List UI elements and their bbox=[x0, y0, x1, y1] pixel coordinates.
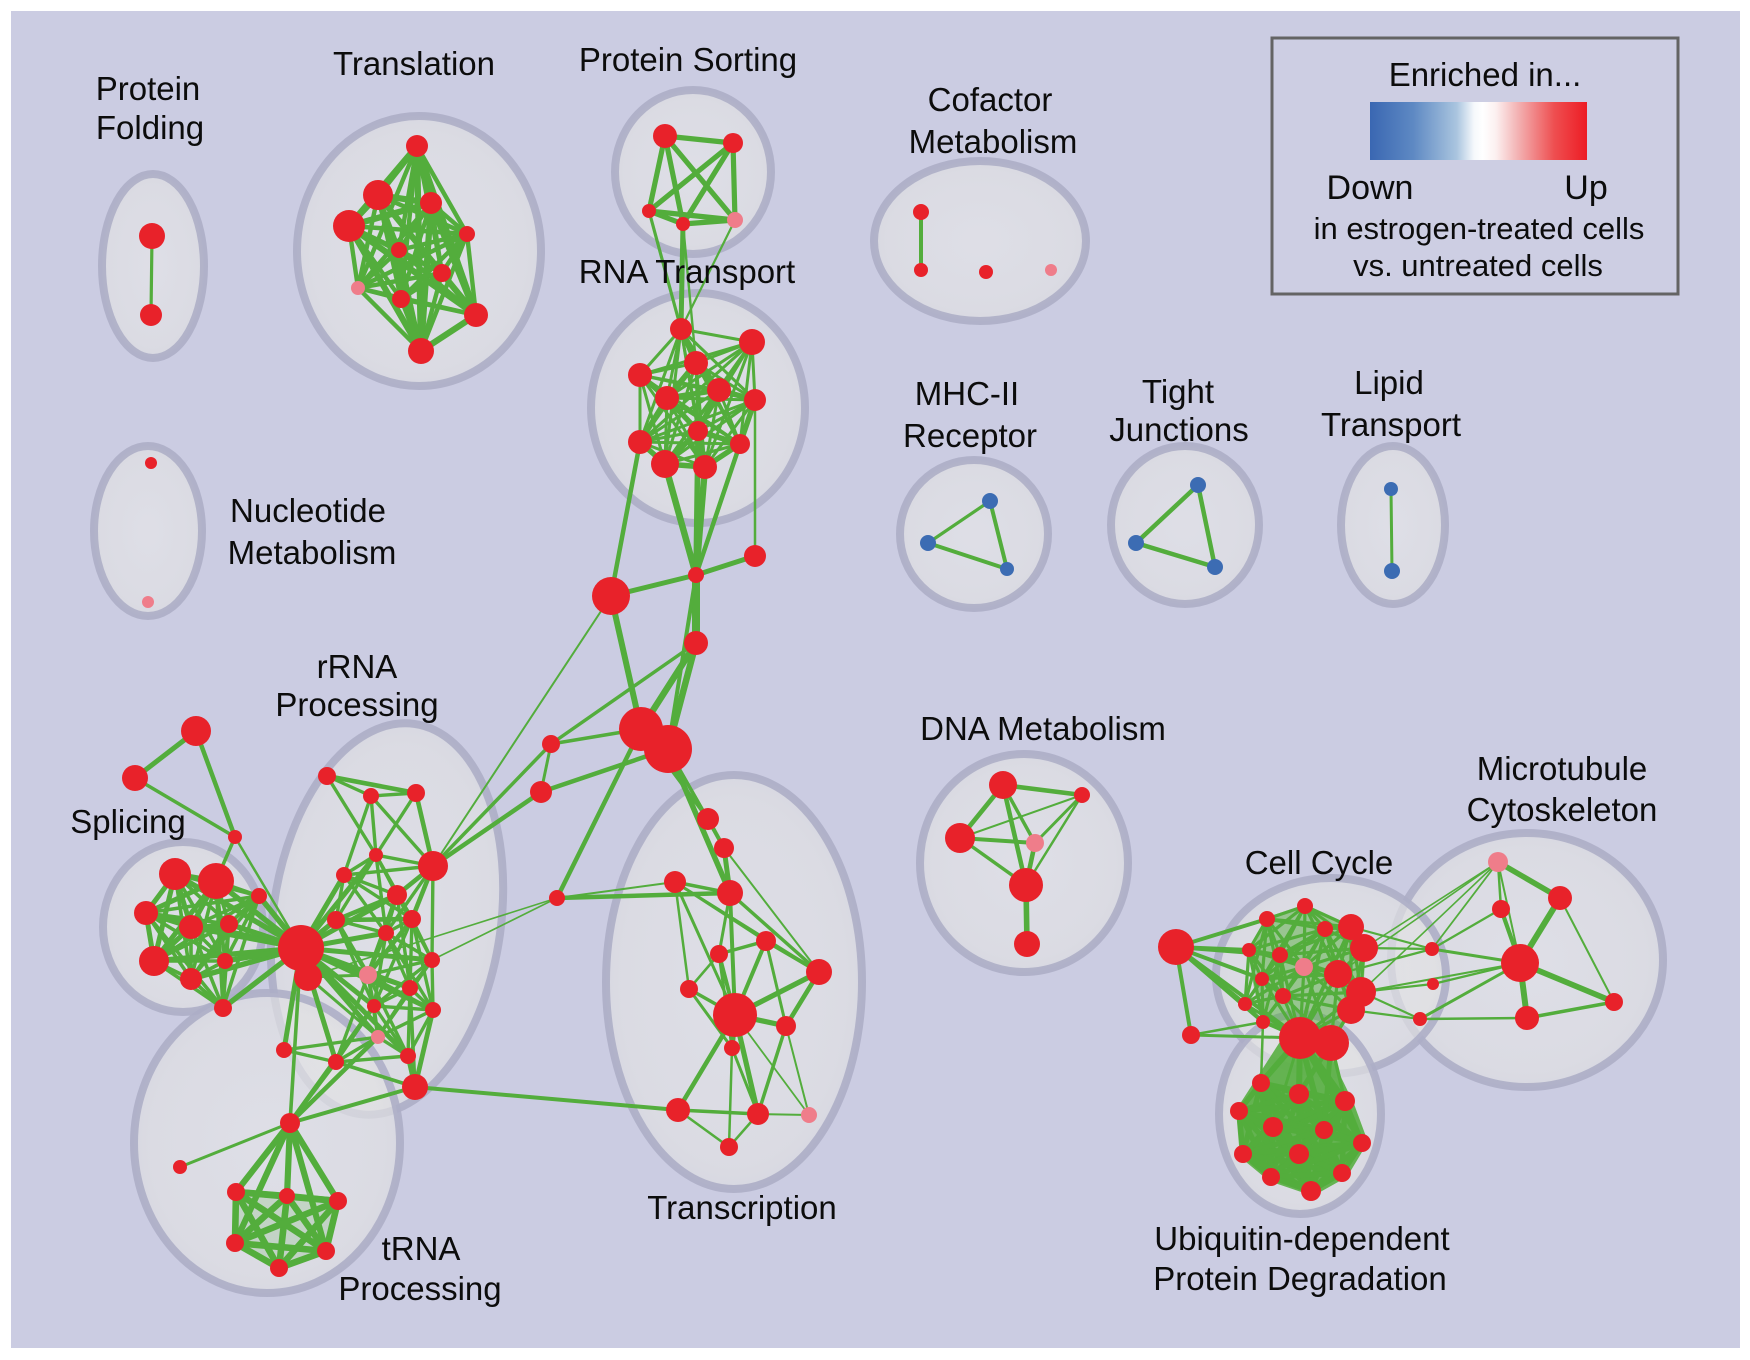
svg-text:Ubiquitin-dependent: Ubiquitin-dependent bbox=[1154, 1220, 1449, 1257]
svg-text:Protein: Protein bbox=[96, 70, 201, 107]
svg-text:Cofactor: Cofactor bbox=[928, 81, 1053, 118]
svg-text:Translation: Translation bbox=[333, 45, 495, 82]
svg-text:Metabolism: Metabolism bbox=[909, 123, 1078, 160]
svg-text:Enriched in...: Enriched in... bbox=[1389, 56, 1582, 93]
svg-text:Junctions: Junctions bbox=[1109, 411, 1248, 448]
svg-text:Transcription: Transcription bbox=[647, 1189, 837, 1226]
svg-text:Metabolism: Metabolism bbox=[228, 534, 397, 571]
svg-text:DNA Metabolism: DNA Metabolism bbox=[920, 710, 1166, 747]
svg-text:Processing: Processing bbox=[275, 686, 438, 723]
svg-text:tRNA: tRNA bbox=[382, 1230, 461, 1267]
svg-text:rRNA: rRNA bbox=[317, 648, 398, 685]
svg-text:Splicing: Splicing bbox=[70, 803, 186, 840]
svg-text:RNA Transport: RNA Transport bbox=[579, 253, 795, 290]
svg-text:Nucleotide: Nucleotide bbox=[230, 492, 386, 529]
svg-text:Down: Down bbox=[1327, 169, 1414, 207]
svg-text:Protein Degradation: Protein Degradation bbox=[1153, 1260, 1447, 1297]
svg-text:Processing: Processing bbox=[338, 1270, 501, 1307]
svg-text:in estrogen-treated cells: in estrogen-treated cells bbox=[1314, 211, 1645, 246]
svg-text:Cytoskeleton: Cytoskeleton bbox=[1467, 791, 1658, 828]
svg-text:Protein Sorting: Protein Sorting bbox=[579, 41, 797, 78]
svg-text:Cell Cycle: Cell Cycle bbox=[1245, 844, 1394, 881]
svg-text:MHC-II: MHC-II bbox=[915, 375, 1019, 412]
svg-text:Tight: Tight bbox=[1142, 373, 1214, 410]
svg-text:Receptor: Receptor bbox=[903, 417, 1037, 454]
svg-text:Transport: Transport bbox=[1321, 406, 1461, 443]
svg-text:Folding: Folding bbox=[96, 109, 204, 146]
svg-text:Lipid: Lipid bbox=[1354, 364, 1424, 401]
svg-text:Microtubule: Microtubule bbox=[1477, 750, 1648, 787]
svg-text:Up: Up bbox=[1564, 169, 1607, 207]
svg-text:vs. untreated cells: vs. untreated cells bbox=[1353, 248, 1603, 283]
